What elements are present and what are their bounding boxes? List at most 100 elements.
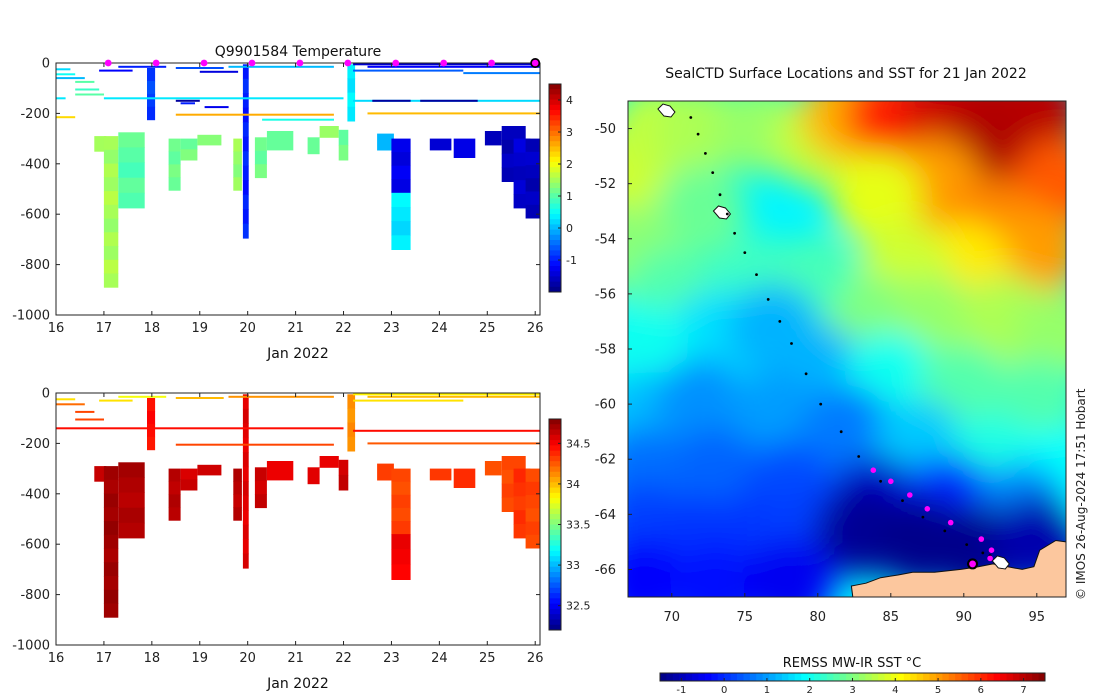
colorbar-cell [948, 673, 956, 681]
colorbar-cell [549, 162, 561, 168]
profile-location-marker [987, 555, 993, 562]
profile-cell [233, 151, 242, 165]
tick-label-m800: -800 [20, 258, 50, 273]
sst-blob [728, 371, 820, 464]
track-point [965, 543, 969, 546]
track-point [790, 342, 793, 345]
profile-cell [391, 534, 411, 550]
profile-cell [501, 126, 526, 141]
tick-label-0: 0 [566, 222, 573, 235]
tick-label-m800: -800 [20, 588, 50, 603]
colorbar-cell [549, 535, 561, 541]
colorbar-cell [549, 619, 561, 626]
colorbar-cell [549, 182, 561, 189]
colorbar-cell [897, 673, 905, 681]
colorbar-cell [549, 156, 561, 163]
colorbar-cell [549, 513, 561, 520]
profile-cell [103, 177, 119, 192]
tick-label-0: 0 [42, 57, 50, 72]
colorbar-cell [549, 445, 561, 452]
track-point [778, 320, 782, 323]
tick-label-4: 4 [892, 685, 898, 696]
track-point [839, 430, 843, 434]
tick-label-0: 0 [42, 387, 50, 402]
profile-cell [103, 521, 119, 536]
colorbar-cell [1019, 673, 1027, 681]
profile-cell [377, 463, 394, 481]
map-colorbar-label: REMSS MW-IR SST °C [783, 656, 922, 671]
surface-profile-marker [104, 59, 112, 67]
colorbar-cell [549, 571, 561, 578]
depth-layer [204, 106, 229, 109]
depth-layer [367, 442, 540, 445]
profile-cell [347, 106, 356, 122]
colorbar-cell [672, 673, 680, 681]
colorbar-cell [549, 508, 561, 515]
map-colorbar: -1 0 1 2 3 4 5 6 7 [659, 672, 1046, 696]
colorbar-cell [549, 89, 561, 95]
tick-label-m600: -600 [20, 208, 50, 223]
profile-cell [525, 165, 540, 179]
depth-layer [175, 99, 200, 102]
profile-cell [103, 507, 119, 522]
colorbar-cell [730, 673, 738, 681]
tick-label-m56: -56 [595, 287, 616, 302]
profile-cell [254, 480, 267, 495]
colorbar-cell [865, 673, 873, 681]
tick-label-m1: -1 [566, 254, 577, 267]
colorbar-cell [794, 673, 802, 681]
profile-cell [453, 138, 476, 158]
profile-cell [242, 539, 249, 555]
colorbar-cell [833, 673, 841, 681]
sst-blob [655, 358, 747, 451]
profile-cell [391, 549, 411, 565]
sst-blob [801, 385, 893, 478]
profile-cell [391, 165, 411, 180]
tick-label-m200: -200 [20, 437, 50, 452]
tick-label-25: 25 [479, 321, 496, 336]
colorbar-cell [549, 487, 561, 494]
depth-layer [228, 395, 334, 398]
depth-layer [56, 427, 344, 430]
colorbar-cell [549, 587, 561, 594]
profile-cell [103, 273, 119, 288]
profile-location-marker [870, 467, 877, 474]
depth-layer [118, 395, 167, 398]
profile-cell [391, 494, 411, 509]
profile-cell [103, 136, 119, 151]
tick-label-3: 3 [566, 126, 573, 139]
depth-layer [372, 99, 411, 102]
colorbar-cell [549, 429, 561, 436]
tick-label-21: 21 [287, 321, 304, 336]
profile-cell [168, 164, 181, 178]
profile-cell [147, 436, 156, 451]
temperature-surface-markers [104, 58, 541, 68]
colorbar-cell [737, 673, 744, 681]
tick-label-19: 19 [191, 651, 208, 666]
track-point [921, 515, 925, 519]
salinity-plot-frame [55, 392, 541, 646]
depth-layer [56, 116, 76, 119]
tick-label-20: 20 [239, 321, 256, 336]
sst-blob [669, 542, 762, 597]
depth-layer [75, 80, 95, 83]
tick-label-4: 4 [566, 94, 573, 107]
depth-layer [262, 118, 334, 121]
depth-layer [99, 69, 133, 72]
profile-cell [391, 138, 411, 153]
colorbar-cell [968, 673, 975, 681]
track-point [766, 298, 770, 301]
colorbar-cell [549, 208, 561, 215]
tick-label-2: 2 [807, 685, 813, 696]
profile-locations [870, 467, 995, 570]
profile-cell [242, 223, 249, 239]
profile-cell [525, 138, 540, 153]
tick-label-17: 17 [96, 651, 113, 666]
profile-cell [338, 129, 349, 146]
profile-cell [118, 147, 145, 163]
profile-cell [168, 177, 181, 191]
colorbar-cell [549, 260, 561, 267]
profile-location-marker [947, 519, 954, 526]
temperature-colorbar: 4 3 2 1 0 -1 [548, 83, 577, 293]
tick-label-17: 17 [96, 321, 113, 336]
